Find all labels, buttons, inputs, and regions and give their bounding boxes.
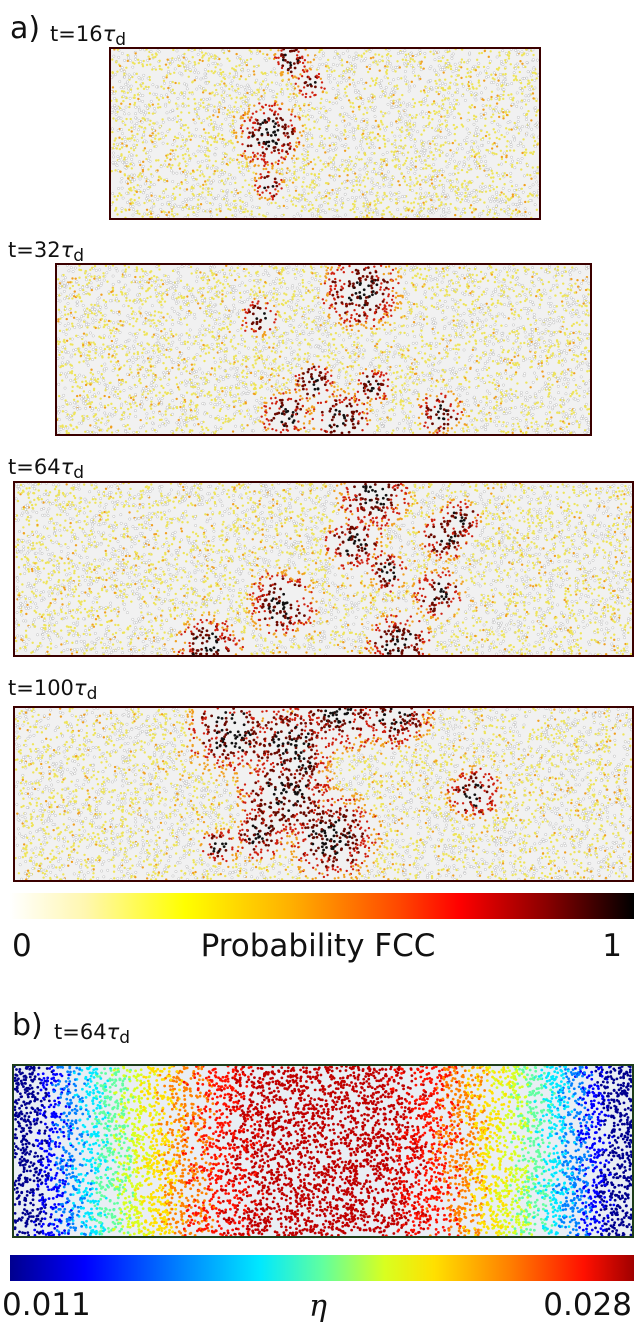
snapshot-1-image bbox=[109, 47, 541, 220]
snapshot-4-particles bbox=[15, 708, 632, 880]
fcc-colorbar bbox=[10, 893, 634, 919]
snapshot-2-particles bbox=[57, 265, 590, 434]
eta-colorbar-symbol: η bbox=[0, 1290, 636, 1324]
eta-colorbar bbox=[10, 1255, 634, 1281]
snapshot-1-time: t=16τd bbox=[50, 22, 126, 52]
eta-colorbar-max: 0.028 bbox=[543, 1288, 632, 1322]
eta-colorbar-min: 0.011 bbox=[2, 1288, 91, 1322]
fcc-colorbar-min: 0 bbox=[12, 929, 32, 963]
fcc-colorbar-title: Probability FCC bbox=[0, 929, 636, 963]
panel-b-time: t=64τd bbox=[54, 1020, 130, 1050]
snapshot-4-time: t=100τd bbox=[8, 676, 97, 706]
snapshot-1-particles bbox=[111, 49, 539, 218]
panel-a-label: a) bbox=[10, 14, 40, 44]
snapshot-3-time: t=64τd bbox=[8, 455, 84, 485]
panel-b-label: b) bbox=[12, 1011, 43, 1041]
snapshot-4-image bbox=[13, 706, 634, 882]
eta-map-image bbox=[12, 1064, 634, 1238]
eta-map-particles bbox=[14, 1066, 632, 1236]
snapshot-3-particles bbox=[15, 483, 632, 655]
snapshot-3-image bbox=[13, 481, 634, 657]
snapshot-2-image bbox=[55, 263, 592, 436]
fcc-colorbar-max: 1 bbox=[602, 929, 622, 963]
snapshot-2-time: t=32τd bbox=[8, 238, 84, 268]
